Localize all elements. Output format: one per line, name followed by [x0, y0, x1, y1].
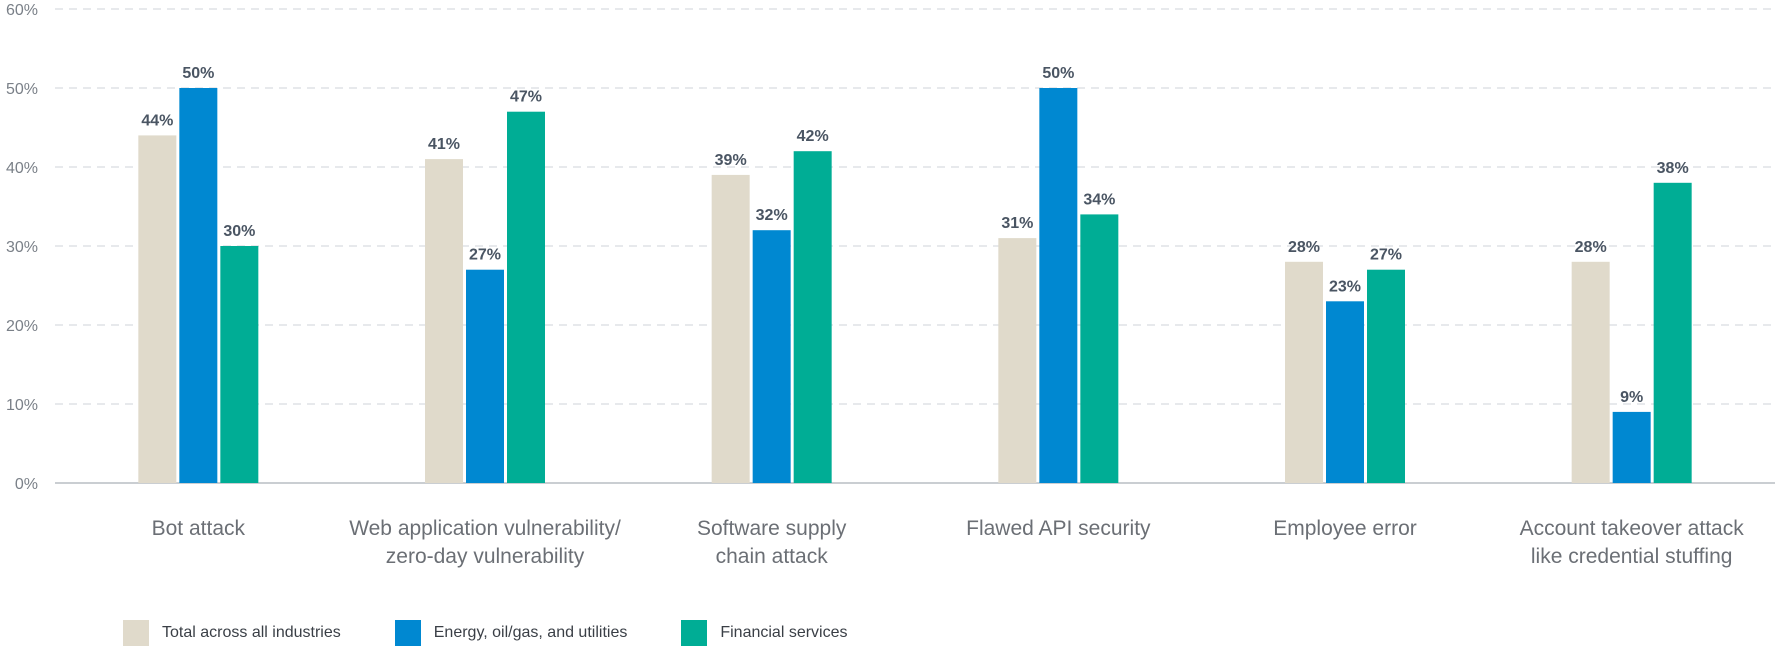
legend-swatch-total [123, 620, 149, 646]
bar [1326, 301, 1364, 483]
data-label: 41% [428, 136, 460, 153]
data-label: 42% [797, 128, 829, 145]
legend-item-energy: Energy, oil/gas, and utilities [394, 620, 628, 646]
bar [1571, 261, 1610, 483]
category-label: Account takeover attack [1520, 517, 1745, 540]
category-label: Employee error [1273, 517, 1417, 540]
category-label: chain attack [716, 545, 829, 568]
y-tick-label: 10% [6, 397, 38, 414]
legend-label-energy: Energy, oil/gas, and utilities [433, 624, 628, 641]
bar [220, 246, 259, 483]
data-label: 32% [756, 207, 788, 224]
y-tick-label: 0% [15, 476, 38, 493]
bar [1612, 411, 1651, 483]
category-label: Flawed API security [966, 517, 1151, 540]
data-label: 30% [223, 223, 255, 240]
legend-swatch-energy [394, 620, 421, 646]
bar [1367, 269, 1405, 483]
data-label: 23% [1329, 278, 1361, 295]
bar-chart: 0% 10% 20% 30% 40% 50% 60% 44% 50% 30% Bot attack 4… [6, 2, 1775, 568]
data-label: 34% [1083, 191, 1115, 208]
y-tick-label: 30% [6, 239, 38, 256]
legend-label-total: Total across all industries [162, 624, 341, 641]
legend-swatch-financial [681, 620, 708, 646]
bar [998, 238, 1037, 483]
data-label: 44% [141, 112, 173, 129]
bar [507, 111, 545, 483]
bar [179, 88, 218, 483]
bar [752, 230, 791, 483]
y-tick-label: 50% [6, 81, 38, 98]
bar [425, 159, 463, 483]
data-label: 47% [510, 89, 542, 106]
bar [793, 151, 832, 483]
legend-item-financial: Financial services [681, 620, 848, 646]
bar [138, 135, 177, 483]
data-label: 50% [1042, 65, 1074, 82]
category-label: Bot attack [152, 517, 246, 540]
data-label: 39% [715, 152, 747, 169]
category-label: zero-day vulnerability [386, 545, 585, 568]
legend-item-total: Total across all industries [123, 620, 341, 646]
bar [466, 269, 504, 483]
legend-label-financial: Financial services [720, 624, 848, 641]
data-label: 38% [1657, 160, 1689, 177]
y-tick-label: 20% [6, 318, 38, 335]
data-label: 27% [1370, 247, 1402, 264]
chart-legend: Total across all industries Energy, oil/… [123, 620, 902, 646]
category-label: Web application vulnerability/ [349, 517, 621, 540]
data-label: 31% [1001, 215, 1033, 232]
bar [1080, 214, 1119, 483]
category-label: Software supply [697, 517, 847, 540]
y-tick-label: 60% [6, 2, 38, 19]
bar [1039, 88, 1078, 483]
category-label: like credential stuffing [1531, 545, 1733, 568]
data-label: 27% [469, 247, 501, 264]
data-label: 9% [1620, 389, 1643, 406]
data-label: 28% [1288, 239, 1320, 256]
data-label: 28% [1575, 239, 1607, 256]
data-label: 50% [182, 65, 214, 82]
bar [1653, 182, 1692, 484]
bar [1285, 261, 1323, 483]
y-tick-label: 40% [6, 160, 38, 177]
bar [711, 174, 750, 483]
